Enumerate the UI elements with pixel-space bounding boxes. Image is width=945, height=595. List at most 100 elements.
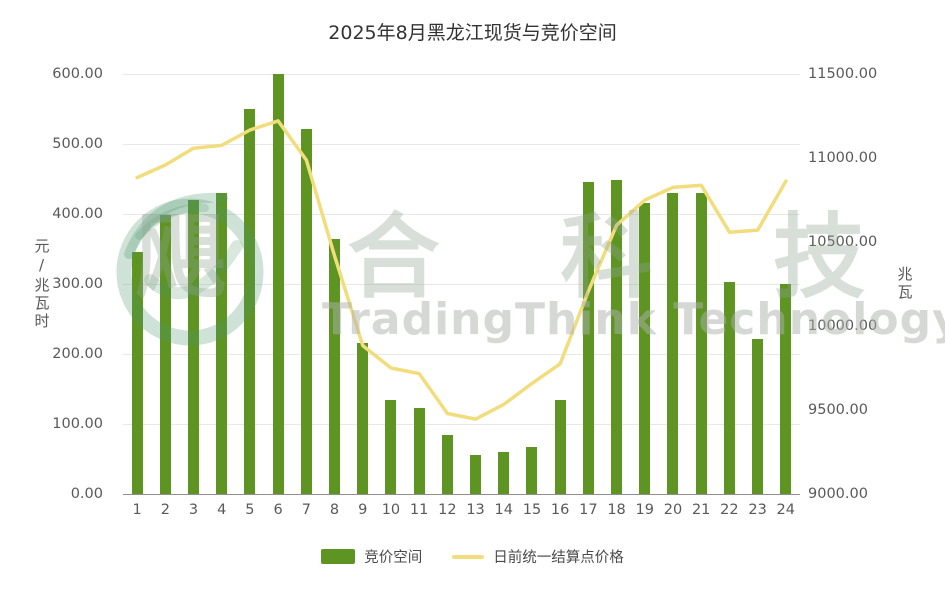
x-axis-tick: 24: [776, 502, 795, 518]
gridline: [123, 353, 800, 355]
legend-item-bar[interactable]: 竞价空间: [321, 546, 422, 567]
bar: [216, 193, 228, 494]
x-axis-tick: 8: [329, 502, 340, 518]
bar: [441, 435, 453, 494]
gridline: [123, 74, 800, 75]
y-right-tick: 10500.00: [808, 234, 878, 250]
x-axis-tick: 7: [301, 502, 311, 518]
bar: [413, 408, 425, 494]
y-right-tick: 9000.00: [808, 486, 868, 502]
bar-cell: [659, 74, 687, 494]
legend-line-swatch: [452, 554, 485, 559]
bar-cell: [320, 74, 348, 494]
bar-cell: [349, 74, 377, 494]
bar: [498, 452, 510, 494]
gridline: [123, 143, 800, 145]
bar-cell: [123, 74, 151, 494]
legend-bar-swatch: [321, 549, 356, 564]
x-axis-tick: 16: [550, 502, 570, 518]
x-axis-tick: 13: [466, 502, 485, 518]
y-right-tick: 11000.00: [808, 150, 878, 166]
y-left-tick: 300.00: [52, 276, 103, 292]
bar: [188, 200, 199, 494]
y-left-tick: 0.00: [70, 486, 103, 502]
x-axis-tick: 5: [245, 502, 255, 518]
x-axis-tick: 18: [607, 502, 626, 518]
bar: [300, 129, 312, 494]
x-axis-tick: 1: [132, 502, 142, 518]
bar-cell: [151, 74, 179, 494]
bar: [723, 282, 735, 494]
bar-cell: [490, 74, 518, 494]
bar: [526, 446, 538, 494]
y-left-tick: 200.00: [52, 345, 103, 362]
y-left-axis-title: 元/兆瓦时: [32, 237, 51, 331]
bar: [470, 455, 482, 494]
x-axis-tick: 2: [160, 502, 170, 518]
x-axis-tick: 11: [409, 502, 429, 518]
x-axis-tick: 19: [635, 502, 654, 518]
bar-cell: [743, 74, 771, 494]
x-axis-tick: 9: [358, 502, 368, 518]
bar-cell: [546, 74, 574, 494]
x-axis-tick: 21: [691, 502, 711, 518]
bar: [752, 339, 764, 494]
x-axis-tick: 23: [748, 502, 767, 518]
bar-cell: [179, 74, 207, 494]
gridline: [123, 424, 800, 425]
bar: [272, 74, 284, 494]
bar: [695, 193, 707, 494]
bar: [329, 238, 341, 494]
x-axis-tick: 20: [663, 502, 683, 518]
y-right-tick: 11500.00: [808, 66, 878, 82]
bar-cell: [602, 74, 630, 494]
price-line: [135, 119, 788, 421]
x-axis-tick: 10: [381, 502, 401, 518]
bar: [667, 193, 679, 494]
y-left-tick: 100.00: [52, 416, 103, 432]
x-axis-tick: 3: [188, 502, 199, 518]
bar-cell: [405, 74, 433, 494]
x-axis-tick: 15: [522, 502, 542, 518]
bar: [780, 284, 792, 494]
y-left-tick: 500.00: [52, 135, 103, 152]
bar-cell: [772, 74, 800, 494]
x-axis-tick: 17: [579, 502, 598, 518]
bar: [244, 109, 256, 494]
bar: [357, 342, 369, 494]
bar-cell: [574, 74, 602, 494]
bar-cell: [292, 74, 320, 494]
bar-series: [123, 74, 800, 494]
x-axis-tick: 22: [720, 502, 739, 518]
bar-cell: [264, 74, 292, 494]
chart-title: 2025年8月黑龙江现货与竞价空间: [328, 22, 617, 44]
y-left-ticks: 600.00 500.00 400.00 300.00 200.00 100.00 0.00: [0, 66, 113, 502]
legend-item-line[interactable]: 日前统一结算点价格: [452, 546, 624, 567]
bar: [611, 179, 623, 494]
gridline: [123, 213, 800, 215]
bar: [159, 215, 171, 494]
bar-cell: [461, 74, 489, 494]
gridlines: [123, 74, 800, 494]
bar: [639, 203, 651, 494]
x-axis-tick: 14: [494, 502, 513, 518]
bar-cell: [236, 74, 264, 494]
x-axis-tick: 4: [217, 502, 227, 518]
bar: [582, 181, 594, 494]
y-right-axis-title: 兆瓦: [895, 266, 914, 302]
line-series: [135, 119, 788, 421]
x-axis-tick: 6: [273, 502, 283, 518]
bar-cell: [208, 74, 236, 494]
bar-cell: [687, 74, 715, 494]
x-axis-tick: 12: [438, 502, 457, 518]
y-right-tick: 10000.00: [808, 318, 878, 334]
plot-area: [123, 74, 800, 495]
y-left-tick: 600.00: [52, 66, 103, 82]
bar: [385, 399, 397, 494]
y-right-ticks: 11500.00 11000.00 10500.00 10000.00 9500.00 9…: [806, 66, 921, 502]
bar-cell: [631, 74, 659, 494]
legend-bar-label: 竞价空间: [364, 550, 423, 566]
bar: [554, 399, 566, 494]
bar: [131, 252, 143, 494]
bar-cell: [377, 74, 405, 494]
